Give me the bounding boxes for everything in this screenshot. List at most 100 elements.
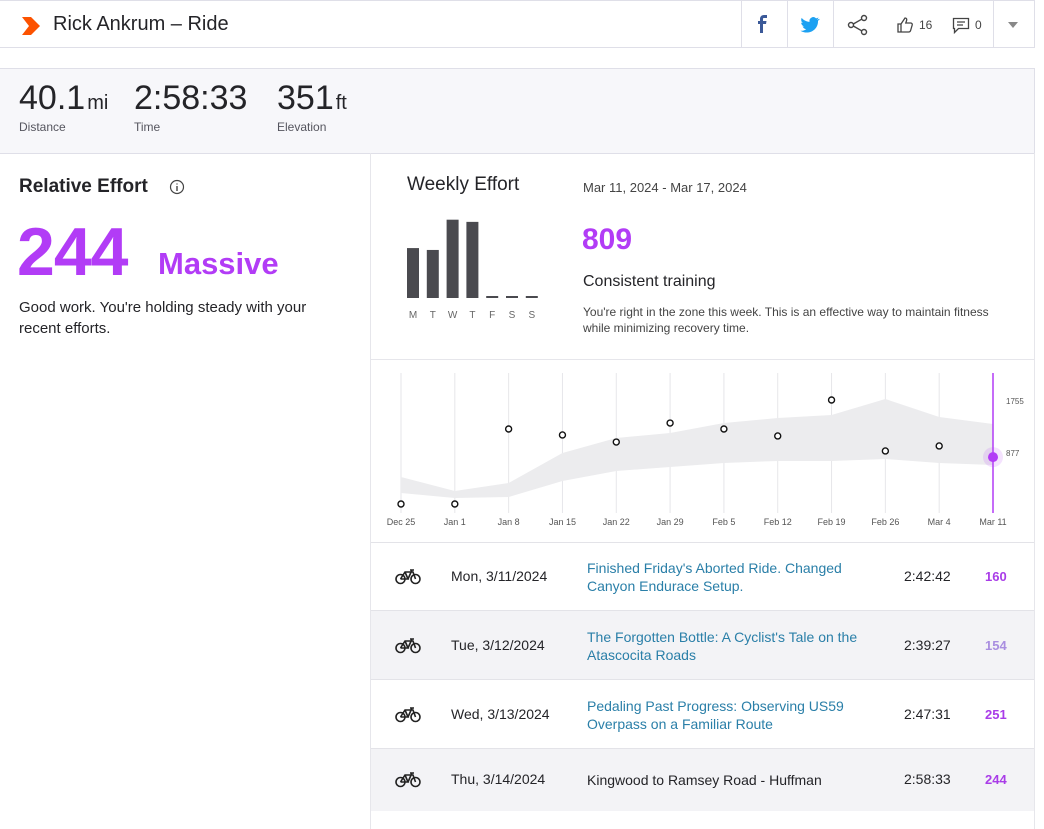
day-label: S: [509, 310, 516, 321]
effort-score: 244: [17, 214, 128, 290]
ride-icon: [395, 569, 421, 585]
section-title: Weekly Effort: [407, 174, 520, 195]
stat-label: Time: [134, 120, 161, 134]
x-tick-label: Jan 1: [444, 517, 466, 527]
x-tick-label: Jan 22: [603, 517, 630, 527]
weekly-score: 809: [582, 223, 633, 256]
week-point: [827, 396, 836, 404]
activity-time: 2:42:42: [904, 568, 951, 584]
week-point: [504, 425, 513, 433]
week-point: [397, 500, 405, 508]
day-label: F: [489, 310, 495, 321]
ride-icon: [395, 637, 421, 653]
x-tick-label: Jan 8: [498, 517, 520, 527]
activity-effort: 160: [985, 569, 1007, 584]
x-tick-label: Jan 29: [657, 517, 684, 527]
y-tick-label: 877: [1006, 449, 1020, 458]
facebook-button[interactable]: [754, 15, 770, 33]
activity-title[interactable]: Finished Friday's Aborted Ride. Changed …: [587, 560, 842, 594]
activity-date: Wed, 3/13/2024: [451, 705, 550, 722]
day-bar: [466, 221, 479, 298]
activity-row: Thu, 3/14/2024 Kingwood to Ramsey Road - …: [371, 748, 1034, 811]
stat-label: Elevation: [277, 120, 327, 134]
y-tick-label: 1755: [1006, 397, 1024, 406]
stat-value: 351 ft: [277, 79, 347, 117]
week-point: [988, 452, 998, 463]
more-dropdown[interactable]: [1008, 22, 1018, 28]
activity-date: Tue, 3/12/2024: [451, 636, 545, 653]
week-point: [720, 425, 728, 433]
activity-date: Thu, 3/14/2024: [451, 771, 546, 787]
section-title: Relative Effort: [19, 176, 148, 197]
activity-title: Kingwood to Ramsey Road - Huffman: [587, 772, 822, 788]
week-point: [774, 432, 782, 440]
day-label: W: [448, 310, 458, 321]
stat-value: 2:58:33: [134, 79, 248, 117]
share-button[interactable]: [847, 14, 869, 36]
day-bar: [446, 219, 459, 298]
activity-effort: 154: [985, 637, 1007, 653]
week-point: [558, 431, 567, 439]
kudos-count: 16: [919, 18, 933, 32]
effort-message: Good work. You're holding steady with yo…: [19, 299, 307, 337]
day-bar: [506, 296, 518, 298]
effort-level: Massive: [158, 246, 279, 281]
activity-row: Mon, 3/11/2024 Finished Friday's Aborted …: [371, 542, 1034, 611]
twitter-button[interactable]: [800, 17, 820, 33]
day-label: T: [430, 310, 436, 321]
day-bar: [486, 296, 499, 298]
ride-icon: [395, 772, 421, 788]
stat-label: Distance: [19, 120, 66, 134]
x-tick-label: Feb 5: [712, 517, 735, 527]
stat-value: 40.1 mi: [19, 79, 109, 117]
comments-button[interactable]: [952, 17, 970, 35]
x-tick-label: Mar 4: [928, 517, 951, 527]
kudos-button[interactable]: [896, 16, 914, 34]
effort-range-band: [401, 398, 993, 499]
activity-title[interactable]: Pedaling Past Progress: Observing US59 O…: [587, 697, 844, 732]
day-label: T: [469, 310, 475, 321]
activity-effort: 244: [985, 772, 1007, 787]
week-point: [935, 442, 943, 450]
day-bar: [525, 296, 538, 298]
x-tick-label: Feb 26: [871, 517, 899, 527]
trend-chart: Dec 25 Jan 1 Jan 8 Jan 15 Jan 22 Jan 29 Feb 5 F…: [387, 373, 1024, 527]
comments-count: 0: [975, 18, 982, 32]
activity-effort: 251: [985, 706, 1007, 722]
x-tick-label: Feb 19: [818, 517, 846, 527]
stat-unit: mi: [87, 92, 109, 114]
activity-time: 2:58:33: [904, 771, 951, 787]
stats-panel: 40.1 mi Distance 2:58:33 Time 351 ft Elevation: [0, 68, 1035, 154]
day-bar: [407, 248, 419, 298]
date-range: Mar 11, 2024 - Mar 17, 2024: [583, 180, 747, 195]
x-tick-label: Mar 11: [979, 517, 1006, 527]
day-label: S: [528, 310, 535, 321]
activity-row: Wed, 3/13/2024 Pedaling Past Progress: Ob…: [371, 679, 1034, 749]
weekly-effort-panel: Weekly Effort Mar 11, 2024 - Mar 17, 202…: [371, 153, 1035, 829]
header-bar: Rick Ankrum – Ride 16 0: [0, 0, 1035, 48]
weekly-description: You're right in the zone this week. This…: [583, 305, 989, 335]
activity-title[interactable]: The Forgotten Bottle: A Cyclist's Tale o…: [587, 628, 858, 663]
weekly-status: Consistent training: [583, 273, 716, 290]
day-bar: [426, 249, 439, 298]
x-tick-label: Feb 12: [764, 517, 792, 527]
activity-time: 2:39:27: [904, 636, 951, 653]
x-tick-label: Jan 15: [549, 517, 576, 527]
week-point: [881, 447, 890, 455]
week-point: [666, 419, 674, 427]
activity-time: 2:47:31: [904, 705, 951, 722]
week-point: [612, 438, 620, 446]
stat-unit: ft: [335, 92, 347, 114]
x-tick-label: Dec 25: [387, 517, 416, 527]
relative-effort-panel: Relative Effort 244 Massive Good work. Y…: [0, 153, 371, 829]
page-title: Rick Ankrum – Ride: [53, 13, 229, 35]
ride-icon: [395, 706, 421, 722]
activity-date: Mon, 3/11/2024: [451, 568, 548, 584]
day-label: M: [409, 310, 417, 321]
week-point: [451, 500, 459, 508]
activity-row: Tue, 3/12/2024 The Forgotten Bottle: A Cy…: [371, 610, 1034, 680]
info-icon[interactable]: [169, 179, 185, 195]
logo[interactable]: [20, 15, 42, 37]
